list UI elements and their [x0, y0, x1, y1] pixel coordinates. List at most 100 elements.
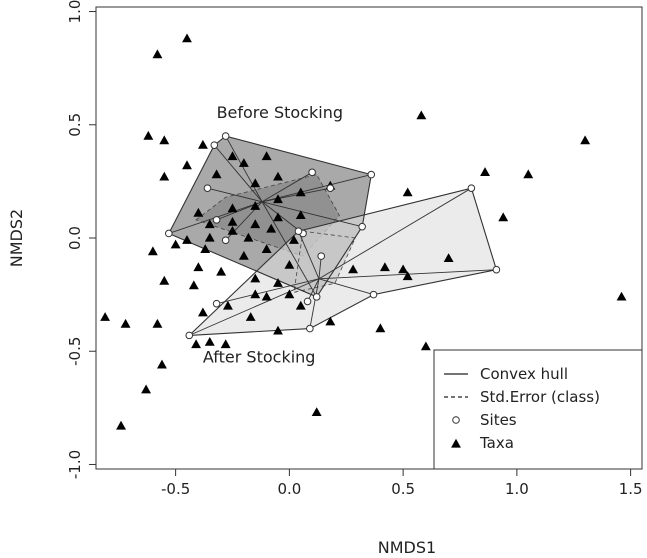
spider-line — [225, 135, 263, 202]
legend-label: Std.Error (class) — [480, 388, 600, 406]
site-point — [185, 331, 194, 340]
taxa-point — [220, 339, 231, 349]
spider-line — [261, 201, 363, 228]
taxa-point — [402, 187, 413, 197]
x-tick-label: 0.0 — [277, 480, 301, 498]
site-point — [221, 236, 230, 245]
spider-line — [309, 278, 320, 329]
taxa-point — [182, 160, 192, 170]
site-point — [308, 168, 316, 177]
taxa-point — [223, 300, 233, 310]
taxa-point — [147, 246, 158, 256]
taxa-point — [141, 384, 151, 394]
taxa-point — [143, 130, 154, 140]
taxa-point — [250, 289, 261, 299]
taxa-point — [243, 232, 254, 242]
taxa-point — [398, 264, 409, 274]
taxa-point — [580, 135, 591, 145]
taxa-point — [311, 407, 322, 416]
y-tick-label: 0.0 — [66, 226, 84, 250]
taxa-point — [443, 253, 454, 262]
spider-line — [261, 171, 313, 203]
site-point — [212, 216, 221, 224]
legend-box — [433, 349, 643, 470]
site-point — [317, 252, 326, 260]
site-point — [210, 141, 219, 149]
taxa-point — [261, 244, 272, 253]
taxa-point — [284, 260, 295, 269]
taxa-point — [402, 271, 413, 281]
taxa-point — [295, 300, 306, 310]
y-tick-label: -0.5 — [66, 337, 84, 366]
taxa-point — [182, 235, 192, 244]
taxa-point — [193, 262, 204, 272]
taxa-point — [198, 307, 208, 317]
taxa-point — [261, 151, 272, 161]
x-tick-label: 0.5 — [391, 480, 415, 498]
axes-layer: -0.5 0.0 0.5 1.0 1.5 -1.0 -0.5 0.0 0.5 1.0 NMDS1 NM… — [7, 0, 643, 557]
taxa-point — [273, 278, 283, 287]
taxa-point — [152, 318, 163, 328]
taxa-point — [227, 203, 238, 213]
site-point — [492, 265, 501, 274]
taxa-point — [157, 359, 167, 369]
taxa-point — [420, 341, 431, 351]
taxa-point — [100, 312, 110, 321]
taxa-point — [211, 169, 222, 179]
taxa-point — [348, 264, 358, 274]
legend-symbol-sites — [452, 416, 460, 424]
site-point — [165, 229, 173, 238]
y-tick-label: 0.5 — [66, 113, 84, 137]
taxa-point — [273, 212, 283, 222]
x-tick-label: 1.5 — [619, 480, 643, 498]
site-point — [221, 132, 230, 140]
site-point — [203, 184, 212, 192]
legend-label: Convex hull — [480, 365, 568, 383]
taxa-point — [238, 250, 249, 260]
taxa-point — [289, 235, 299, 244]
taxa-point — [273, 325, 283, 335]
taxa-point — [245, 312, 256, 321]
taxa-point — [238, 158, 249, 167]
taxa-point — [182, 33, 192, 43]
taxa-point — [216, 266, 227, 276]
taxa-point — [380, 262, 390, 272]
taxa-point — [159, 275, 170, 285]
taxa-point — [375, 323, 386, 333]
taxa-point — [159, 171, 170, 181]
y-tick-label: 1.0 — [66, 0, 84, 23]
x-axis-title: NMDS1 — [378, 538, 436, 557]
site-point — [358, 222, 366, 231]
taxa-point — [204, 219, 215, 229]
site-point — [326, 184, 335, 192]
taxa-point — [250, 219, 261, 229]
taxa-point — [227, 151, 238, 161]
spider-line — [261, 187, 331, 203]
taxa-point — [273, 194, 283, 204]
taxa-point — [250, 273, 261, 283]
y-tick-label: -1.0 — [66, 450, 84, 479]
taxa-point — [616, 291, 627, 301]
taxa-point — [200, 244, 211, 253]
taxa-point — [480, 167, 490, 176]
taxa-point — [266, 223, 277, 233]
taxa-point — [284, 289, 295, 299]
spider-line — [307, 278, 320, 302]
taxa-point — [198, 139, 208, 149]
std-error-region-1 — [293, 230, 356, 293]
site-point — [312, 293, 321, 301]
x-tick-label: -0.5 — [161, 480, 190, 498]
taxa-point — [227, 226, 238, 235]
spider-line — [207, 187, 263, 203]
spider-line — [318, 278, 374, 296]
legend-label: Sites — [480, 411, 517, 429]
taxa-point — [250, 178, 261, 188]
taxa-point — [325, 316, 336, 326]
taxa-point — [191, 339, 201, 349]
taxa-point — [273, 171, 283, 181]
site-point — [367, 170, 376, 179]
taxa-point — [227, 216, 238, 226]
legend: Convex hull Std.Error (class) Sites Taxa — [433, 349, 643, 470]
taxa-point — [170, 239, 181, 249]
